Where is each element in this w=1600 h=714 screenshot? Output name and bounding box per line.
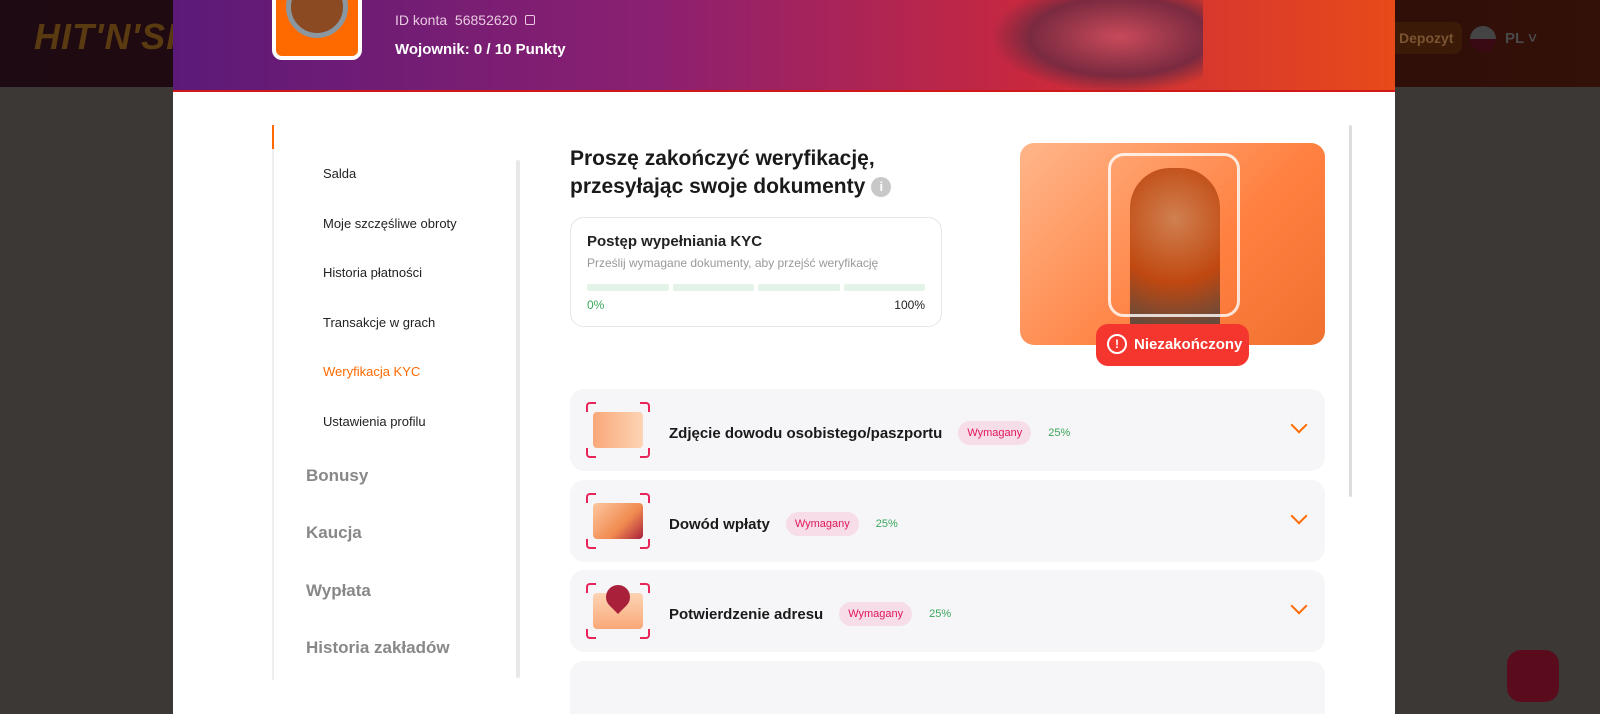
kyc-progress-subtitle: Prześlij wymagane dokumenty, aby przejść… [587, 256, 879, 270]
sidebar-item-kyc[interactable]: Weryfikacja KYC [323, 364, 421, 379]
kyc-progress-card: Postęp wypełniania KYC Prześlij wymagane… [570, 217, 942, 327]
document-percent: 25% [875, 518, 898, 530]
sidebar-item-payment-history[interactable]: Historia płatności [323, 265, 422, 280]
required-badge: Wymagany [785, 512, 859, 536]
sidebar-section-withdrawal[interactable]: Wypłata [306, 581, 371, 600]
id-card-icon [586, 402, 650, 458]
chevron-down-icon[interactable] [1290, 507, 1308, 525]
chat-button[interactable] [1507, 650, 1559, 702]
avatar [272, 0, 362, 60]
poland-flag-icon[interactable] [1470, 26, 1496, 52]
page-title: Proszę zakończyć weryfikację, przesyłając… [570, 145, 892, 201]
info-icon[interactable]: i [871, 177, 892, 198]
document-row-id[interactable]: Zdjęcie dowodu osobistego/paszportu Wymag… [570, 389, 1325, 471]
status-badge: ! Niezakończony [1096, 324, 1249, 366]
chevron-down-icon[interactable] [1290, 416, 1308, 434]
sidebar-scrollbar[interactable] [516, 160, 520, 678]
sidebar-line [272, 125, 274, 680]
content-scrollbar[interactable] [1349, 125, 1352, 497]
chevron-down-icon[interactable] [1290, 597, 1308, 615]
account-id: ID konta 56852620 [395, 12, 536, 28]
sidebar-active-indicator [272, 125, 274, 149]
document-percent: 25% [1048, 427, 1071, 439]
sidebar-item-salda[interactable]: Salda [323, 166, 357, 181]
receipt-card-icon [586, 493, 650, 549]
copy-icon[interactable] [525, 15, 536, 25]
progress-min-label: 0% [587, 298, 605, 312]
warning-icon: ! [1107, 334, 1127, 354]
document-row-payment-proof[interactable]: Dowód wpłaty Wymagany 25% [570, 480, 1325, 562]
sidebar-section-bonuses[interactable]: Bonusy [306, 466, 369, 485]
required-badge: Wymagany [958, 421, 1032, 445]
sidebar-section-bet-history[interactable]: Historia zakładów [306, 638, 450, 657]
shield-icon [286, 0, 348, 38]
required-badge: Wymagany [839, 602, 913, 626]
document-row-address[interactable]: Potwierdzenie adresu Wymagany 25% [570, 570, 1325, 652]
document-row-partial[interactable] [570, 661, 1325, 714]
viking-verification-image [1020, 143, 1325, 345]
sidebar-item-profile-settings[interactable]: Ustawienia profilu [323, 414, 426, 429]
kyc-progress-bar [587, 284, 925, 291]
kyc-progress-title: Postęp wypełniania KYC [587, 233, 763, 250]
profile-modal: ID konta 56852620 Wojownik: 0 / 10 Punkt… [173, 0, 1395, 714]
document-percent: 25% [929, 608, 952, 620]
sidebar-item-lucky-spins[interactable]: Moje szczęśliwe obroty [323, 216, 457, 231]
profile-header: ID konta 56852620 Wojownik: 0 / 10 Punkt… [173, 0, 1395, 92]
map-pin-icon [586, 580, 650, 639]
progress-max-label: 100% [894, 298, 925, 312]
deposit-label: Depozyt [1399, 30, 1454, 46]
sidebar-item-game-transactions[interactable]: Transakcje w grach [323, 315, 436, 330]
sidebar-section-deposit[interactable]: Kaucja [306, 523, 362, 542]
rank-points: Wojownik: 0 / 10 Punkty [395, 41, 566, 58]
language-selector[interactable]: PL ˅ [1505, 30, 1537, 47]
warrior-character-image [993, 0, 1203, 92]
